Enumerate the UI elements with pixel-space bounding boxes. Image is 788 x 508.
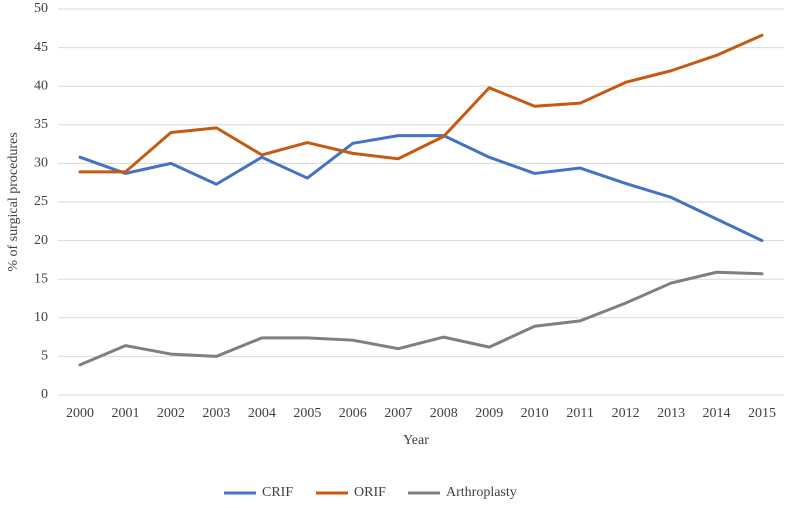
x-tick-label: 2000 bbox=[66, 406, 94, 421]
y-tick-label: 0 bbox=[41, 387, 48, 402]
y-tick-label: 10 bbox=[34, 310, 48, 325]
y-tick-label: 30 bbox=[34, 156, 48, 171]
x-tick-label: 2004 bbox=[248, 406, 276, 421]
x-tick-label: 2009 bbox=[475, 406, 503, 421]
x-tick-label: 2015 bbox=[748, 406, 776, 421]
legend-label: Arthroplasty bbox=[446, 485, 517, 500]
x-tick-label: 2002 bbox=[157, 406, 185, 421]
legend-label: ORIF bbox=[354, 485, 386, 500]
y-tick-label: 35 bbox=[34, 117, 48, 132]
x-tick-label: 2006 bbox=[339, 406, 367, 421]
x-tick-label: 2005 bbox=[293, 406, 321, 421]
x-tick-label: 2003 bbox=[202, 406, 230, 421]
y-tick-label: 20 bbox=[34, 233, 48, 248]
data-line bbox=[78, 33, 764, 174]
x-tick-label: 2014 bbox=[703, 406, 731, 421]
y-tick-label: 25 bbox=[34, 194, 48, 209]
y-tick-label: 50 bbox=[34, 1, 48, 16]
x-axis-label: Year bbox=[403, 433, 429, 448]
y-tick-label: 40 bbox=[34, 78, 48, 93]
x-tick-label: 2010 bbox=[521, 406, 549, 421]
legend-label: CRIF bbox=[262, 485, 293, 500]
x-tick-label: 2012 bbox=[612, 406, 640, 421]
y-axis-label: % of surgical procedures bbox=[6, 132, 21, 271]
data-line bbox=[78, 270, 764, 367]
y-tick-label: 15 bbox=[34, 271, 48, 286]
x-tick-label: 2013 bbox=[657, 406, 685, 421]
x-tick-label: 2001 bbox=[111, 406, 139, 421]
x-tick-label: 2011 bbox=[566, 406, 593, 421]
y-tick-label: 5 bbox=[41, 349, 48, 364]
x-tick-label: 2007 bbox=[384, 406, 412, 421]
y-tick-label: 45 bbox=[34, 40, 48, 55]
x-tick-label: 2008 bbox=[430, 406, 458, 421]
data-line bbox=[78, 134, 764, 243]
